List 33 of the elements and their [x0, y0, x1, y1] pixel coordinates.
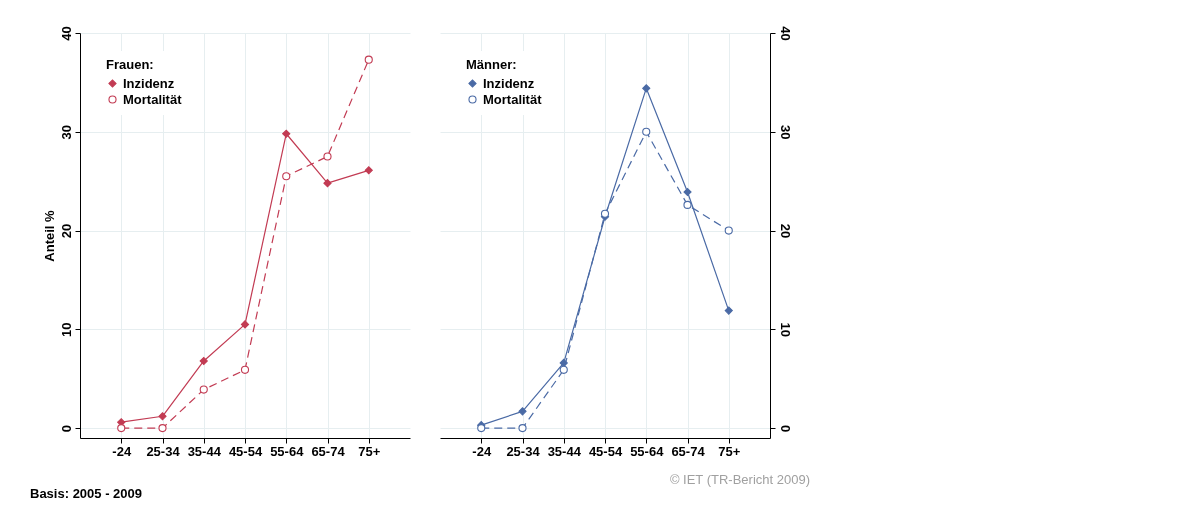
legend-title: Frauen:	[106, 57, 154, 72]
x-tick-label: 75+	[358, 443, 381, 459]
x-tick-label: 35-44	[187, 443, 222, 459]
x-tick-label: 25-34	[146, 443, 181, 459]
y-tick-label: 40	[58, 26, 74, 41]
y-axis-title: Anteil %	[41, 209, 57, 262]
text: Basis: 2005 - 2009	[30, 486, 143, 501]
x-tick-label: 45-54	[228, 443, 263, 459]
x-tick-label: 55-64	[270, 443, 305, 459]
y-tick-label: 20	[777, 223, 793, 239]
y-tick-label: 0	[58, 425, 74, 433]
y-tick-label: 10	[777, 322, 793, 338]
y-tick-label: 20	[58, 223, 74, 239]
y-tick-label: 40	[777, 26, 793, 41]
x-tick-label: -24	[472, 443, 492, 459]
x-tick-label: 75+	[718, 443, 741, 459]
legend-label: Inzidenz	[483, 75, 535, 91]
text: © IET (TR-Bericht 2009)	[669, 472, 810, 487]
x-tick-label: 65-74	[671, 443, 706, 459]
y-tick-label: 10	[58, 322, 74, 338]
legend-label: Inzidenz	[123, 75, 175, 91]
legend-title: Männer:	[466, 57, 517, 72]
x-tick-label: 55-64	[630, 443, 665, 459]
y-tick-label: 30	[777, 125, 793, 140]
x-tick-label: 35-44	[547, 443, 582, 459]
x-tick-label: 45-54	[588, 443, 623, 459]
x-tick-label: -24	[112, 443, 132, 459]
legend-label: Mortalität	[123, 91, 183, 107]
y-tick-label: 30	[58, 125, 74, 140]
legend-label: Mortalität	[483, 91, 543, 107]
x-tick-label: 65-74	[311, 443, 346, 459]
y-tick-label: 0	[777, 425, 793, 433]
x-tick-label: 25-34	[506, 443, 541, 459]
